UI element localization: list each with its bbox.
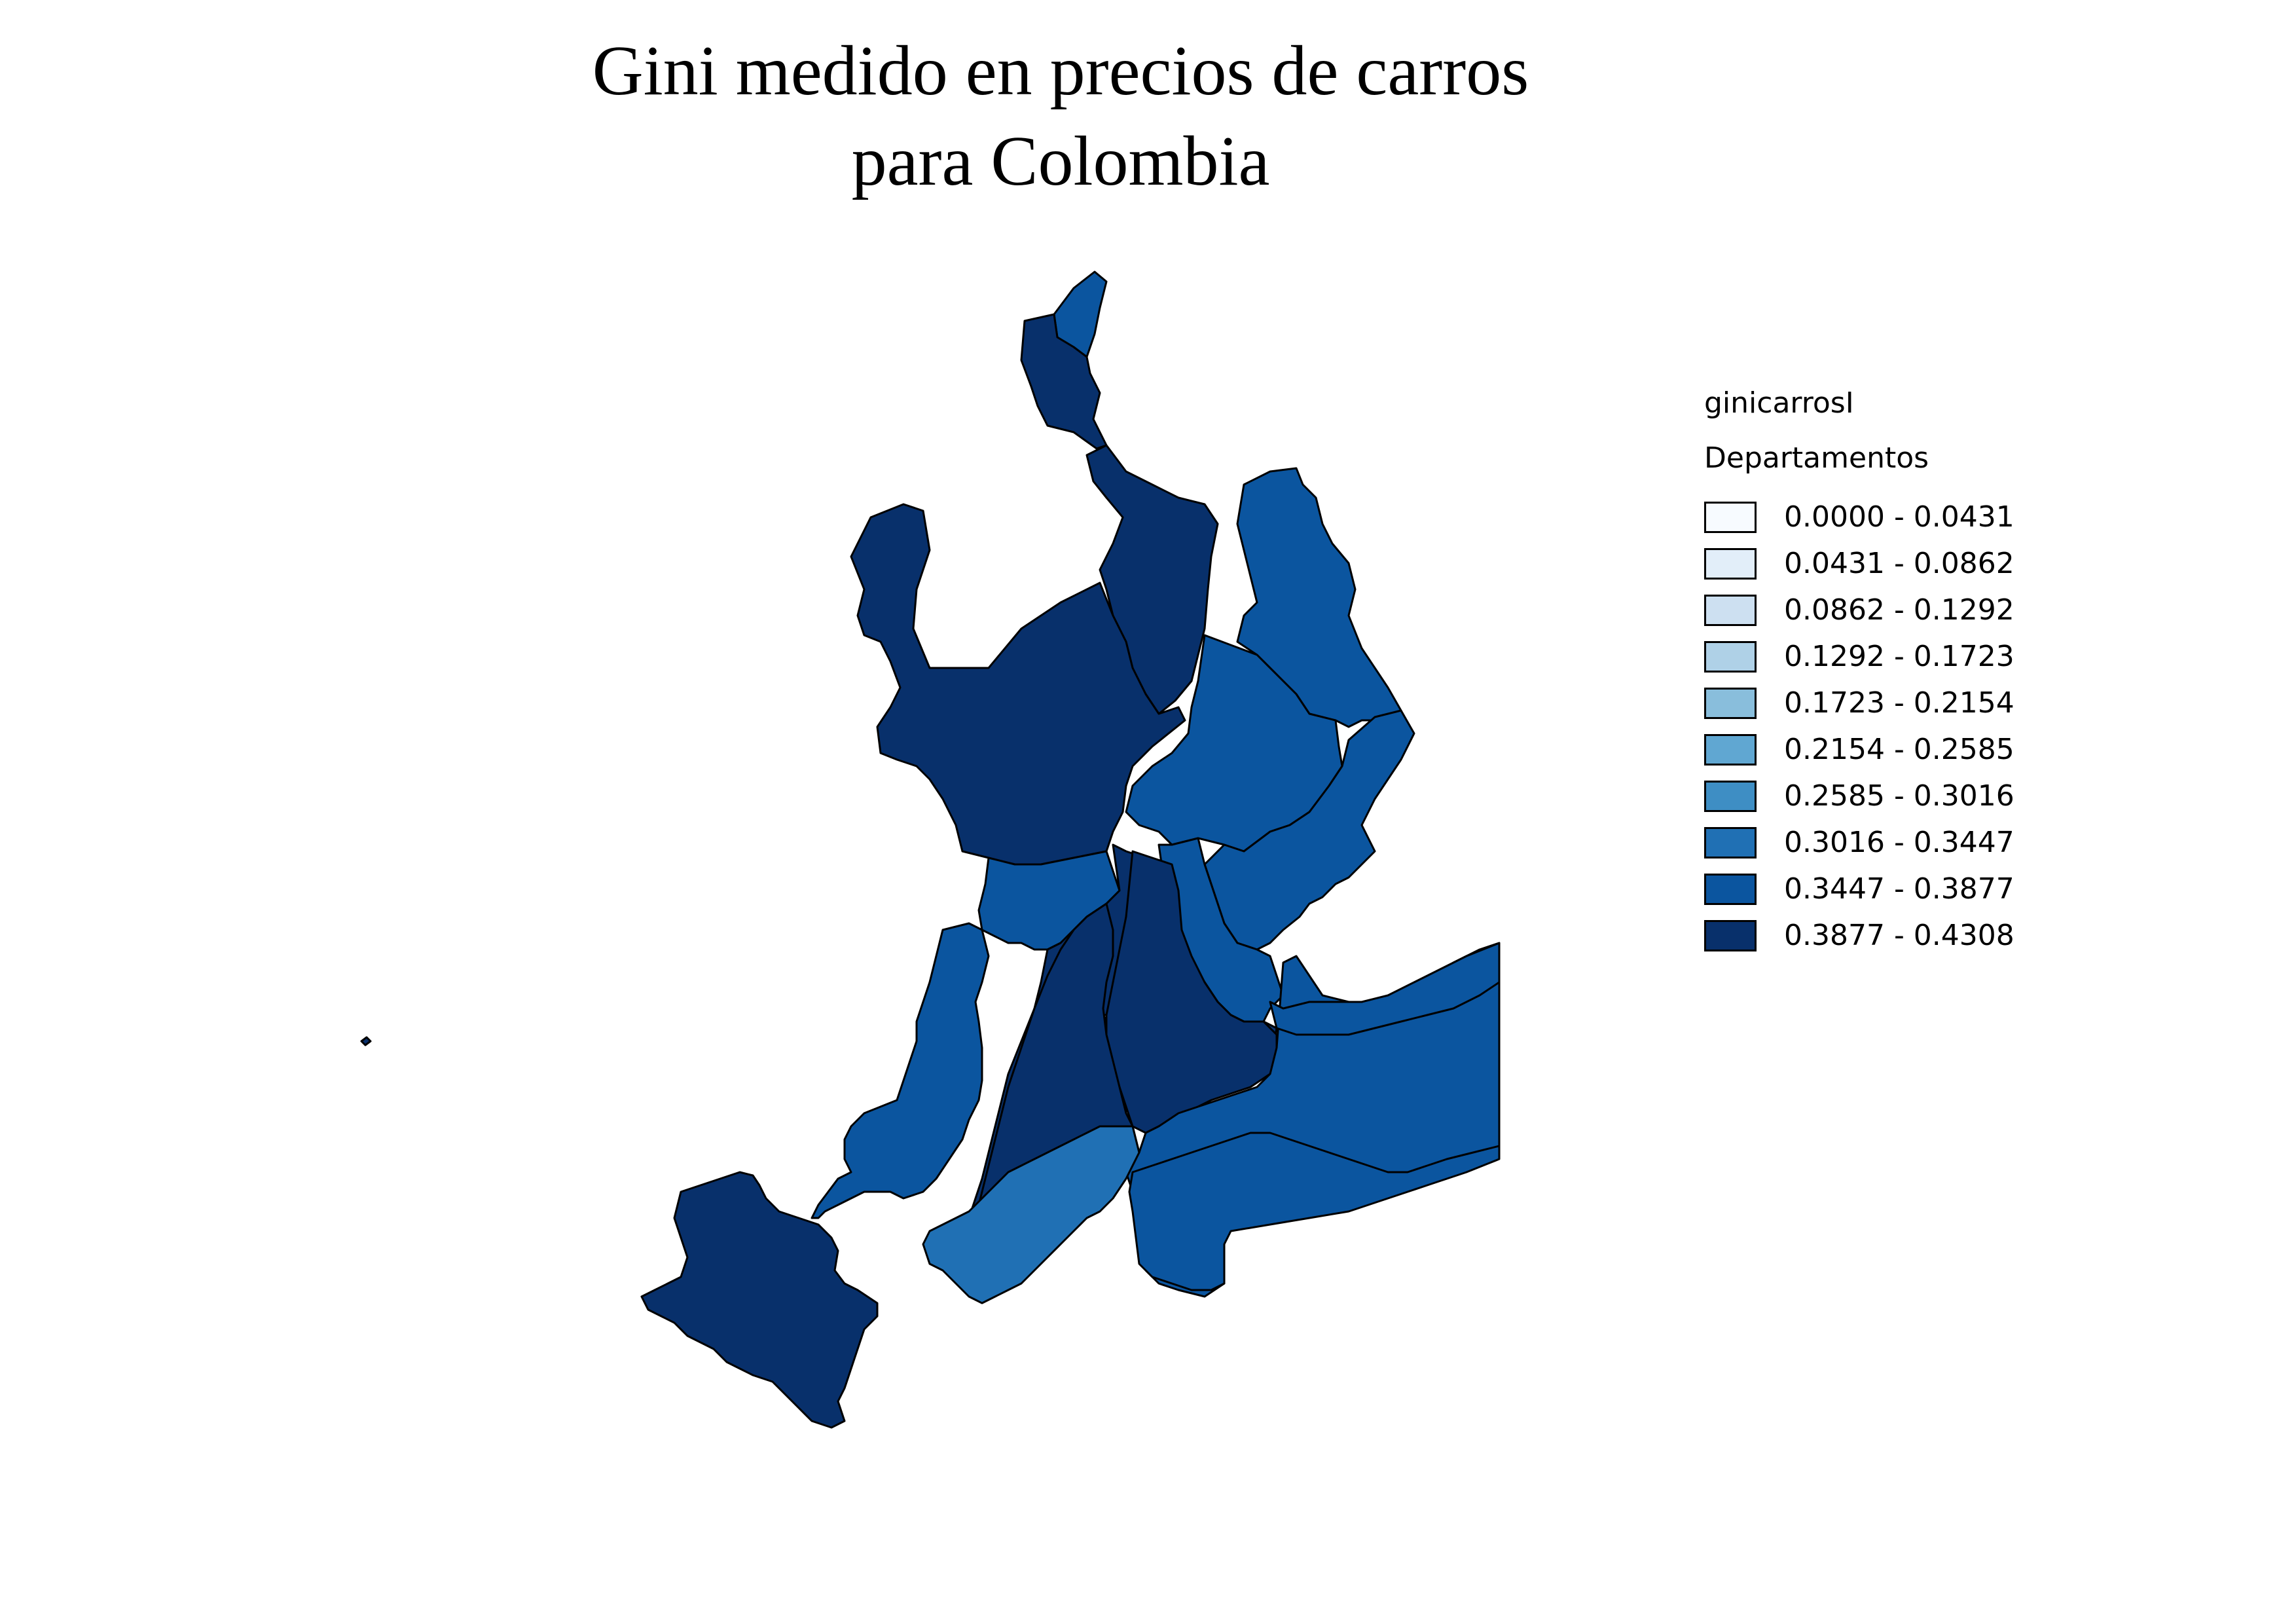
legend-swatch xyxy=(1704,594,1757,626)
legend-swatch xyxy=(1704,780,1757,812)
region-choco xyxy=(811,922,990,1219)
region-cesar xyxy=(1085,444,1219,715)
legend-item: 0.0431 - 0.0862 xyxy=(1704,540,2014,587)
legend-label: 0.0431 - 0.0862 xyxy=(1784,547,2014,580)
legend-item: 0.3877 - 0.4308 xyxy=(1704,912,2014,959)
legend-label: 0.1292 - 0.1723 xyxy=(1784,640,2014,673)
region-san-andres xyxy=(360,1036,372,1046)
legend-label: 0.3016 - 0.3447 xyxy=(1784,826,2014,859)
legend-swatch xyxy=(1704,919,1757,951)
region-antioquia-bolivar xyxy=(850,503,1186,866)
region-caqueta xyxy=(922,1125,1140,1304)
legend-label: 0.3447 - 0.3877 xyxy=(1784,872,2014,906)
legend-label: 0.2154 - 0.2585 xyxy=(1784,733,2014,766)
legend-item: 0.3016 - 0.3447 xyxy=(1704,819,2014,866)
legend-subtitle: Departamentos xyxy=(1704,441,1929,475)
legend-layer-name: ginicarrosI xyxy=(1704,386,1854,420)
legend-label: 0.2585 - 0.3016 xyxy=(1784,779,2014,813)
title-line-1: Gini medido en precios de carros xyxy=(592,32,1529,110)
legend-swatch xyxy=(1704,733,1757,766)
legend-item: 0.1292 - 0.1723 xyxy=(1704,633,2014,680)
legend-swatch xyxy=(1704,873,1757,905)
legend-item: 0.0000 - 0.0431 xyxy=(1704,494,2014,540)
legend-item: 0.2585 - 0.3016 xyxy=(1704,773,2014,819)
legend-swatch xyxy=(1704,501,1757,533)
legend-label: 0.3877 - 0.4308 xyxy=(1784,919,2014,952)
region-guaviare xyxy=(1128,1132,1501,1291)
legend-class-list: 0.0000 - 0.0431 0.0431 - 0.0862 0.0862 - 0… xyxy=(1704,494,2014,959)
legend-swatch xyxy=(1704,826,1757,858)
legend-label: 0.1723 - 0.2154 xyxy=(1784,686,2014,720)
region-magdalena-north xyxy=(1020,313,1108,450)
legend-label: 0.0862 - 0.1292 xyxy=(1784,593,2014,627)
legend-item: 0.0862 - 0.1292 xyxy=(1704,587,2014,633)
legend-swatch xyxy=(1704,687,1757,719)
region-huila xyxy=(1105,850,1278,1134)
region-arauca xyxy=(1203,709,1415,951)
legend-item: 0.3447 - 0.3877 xyxy=(1704,866,2014,912)
region-vichada xyxy=(1269,942,1501,1036)
legend-swatch xyxy=(1704,547,1757,580)
legend-swatch xyxy=(1704,640,1757,673)
region-narino xyxy=(640,1171,879,1429)
legend-label: 0.0000 - 0.0431 xyxy=(1784,500,2014,534)
title-line-2: para Colombia xyxy=(851,122,1270,200)
map-title: Gini medido en precios de carros para Co… xyxy=(406,26,1715,207)
map-legend: ginicarrosI Departamentos 0.0000 - 0.043… xyxy=(1704,386,2014,959)
legend-item: 0.2154 - 0.2585 xyxy=(1704,726,2014,773)
legend-item: 0.1723 - 0.2154 xyxy=(1704,680,2014,726)
